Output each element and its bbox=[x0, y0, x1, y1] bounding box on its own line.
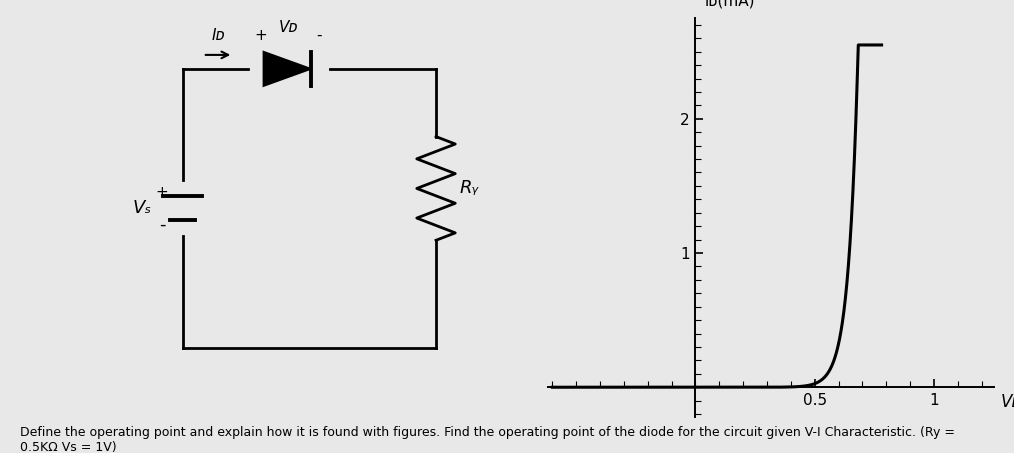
Text: -: - bbox=[316, 28, 322, 43]
Text: Rᵧ: Rᵧ bbox=[459, 179, 479, 198]
Text: Iᴅ: Iᴅ bbox=[211, 28, 225, 43]
Text: iᴅ(mA): iᴅ(mA) bbox=[705, 0, 755, 9]
Text: +: + bbox=[255, 28, 268, 43]
Text: Vᴅ: Vᴅ bbox=[279, 20, 299, 35]
Text: +: + bbox=[156, 185, 168, 200]
Text: -: - bbox=[159, 215, 165, 233]
Polygon shape bbox=[264, 52, 310, 86]
Text: Define the operating point and explain how it is found with figures. Find the op: Define the operating point and explain h… bbox=[20, 426, 955, 453]
Text: Vᴅ: Vᴅ bbox=[1001, 393, 1014, 410]
Text: Vₛ: Vₛ bbox=[133, 199, 151, 217]
